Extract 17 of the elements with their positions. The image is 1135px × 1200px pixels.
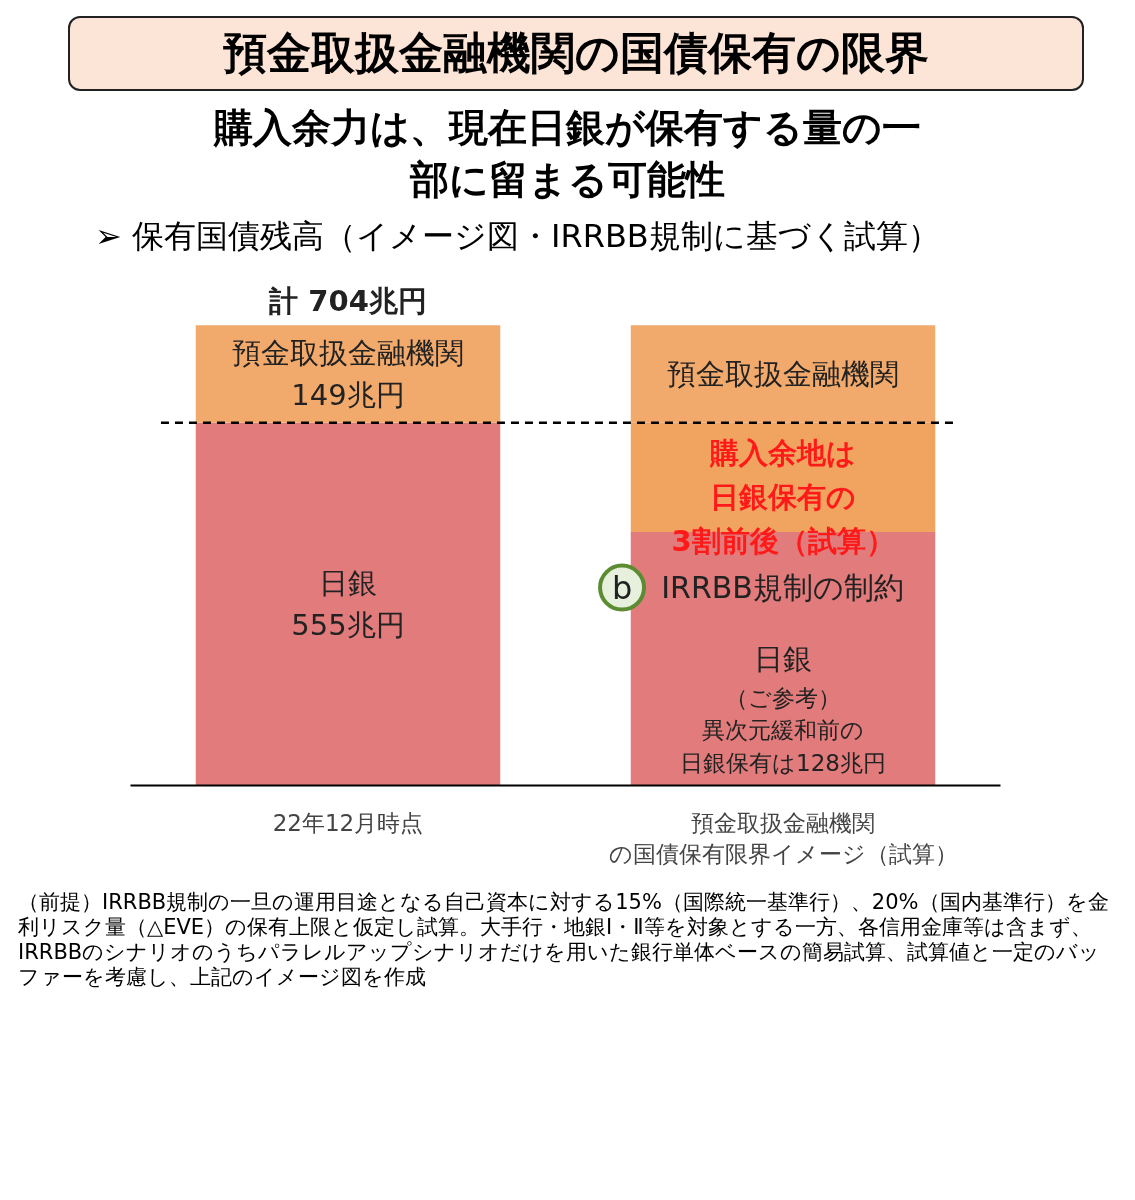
series-label: 預金取扱金融機関 [232, 335, 464, 370]
annotation: b [611, 568, 633, 607]
chart-title: 預金取扱金融機関の国債保有の限界 [223, 26, 929, 80]
annotation: IRRBB規制の制約 [661, 569, 904, 605]
data-label: 149兆円 [291, 378, 405, 413]
x-tick-label: 22年12月時点 [272, 809, 424, 836]
text: 日銀 [319, 565, 377, 600]
text: （前提）IRRBB規制の一旦の運用目途となる自己資本に対する15%（国際統一基準行）、20%（国内基準行）を金利リスク量（△EVE）の保有上限と仮定し試算。大手行・地銀Ⅰ・Ⅱ等を対象とする一方、各信用金庫等は含まず、IRRBBのシナリオのうちパラレルアップシナリオだけを用いた銀行単体ベースの簡易試算、試算値と一定のバッファーを考慮し、上記のイメージ図を作成 [18, 889, 1110, 991]
data-label: 555兆円 [291, 608, 405, 643]
series-label: 日銀 [754, 641, 812, 676]
total-label: 計 704兆円 [268, 284, 427, 319]
annotation: 購入余地は日銀保有の3割前後（試算） [671, 435, 895, 558]
x-tick-label: 預金取扱金融機関の国債保有限界イメージ（試算） [608, 809, 958, 867]
chart-subtitle: 購入余力は、現在日銀が保有する量の一部に留まる可能性 [212, 103, 922, 205]
text: 預金取扱金融機関 [667, 356, 899, 391]
text: ➢ 保有国債残高（イメージ図・IRRBB規制に基づく試算） [95, 216, 940, 258]
annotation: （ご参考）異次元緩和前の日銀保有は128兆円 [680, 684, 886, 776]
